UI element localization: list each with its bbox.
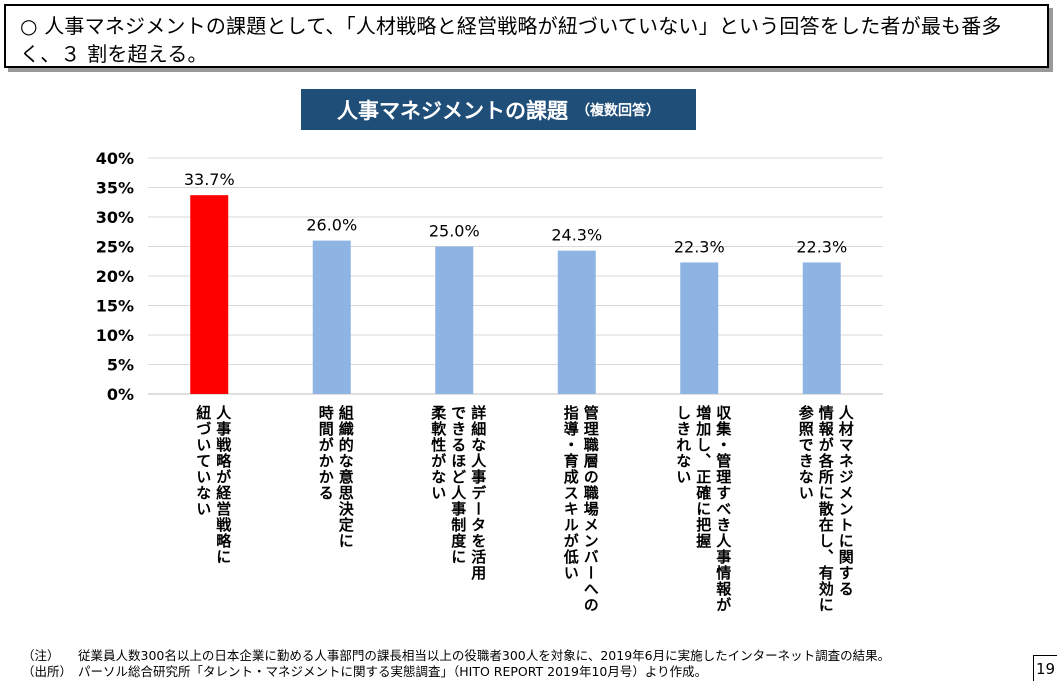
footnotes: （注） 従業員人数300名以上の日本企業に勤める人事部門の課長相当以上の役職者30… <box>22 648 890 680</box>
bar <box>557 250 596 394</box>
value-label: 26.0% <box>306 216 357 235</box>
y-tick-label: 25% <box>96 238 134 257</box>
source-tag: （出所） <box>22 664 73 679</box>
category-label: 詳細な人事データを活用 できるほど人事制度に 柔軟性がない <box>429 405 488 581</box>
category-label: 組織的な意思決定に 時間がかかる <box>316 405 355 549</box>
bar <box>190 195 229 394</box>
headline-bullet: ○ <box>20 14 38 38</box>
y-tick-label: 5% <box>107 356 134 375</box>
value-label: 24.3% <box>551 226 602 245</box>
category-label: 人材マネジメントに関する 情報が各所に散在し、有効に 参照できない <box>796 405 855 613</box>
source-row: （出所） パーソル総合研究所「タレント・マネジメントに関する実態調査」（HITO … <box>22 664 890 680</box>
bar <box>435 246 474 394</box>
footnote-row: （注） 従業員人数300名以上の日本企業に勤める人事部門の課長相当以上の役職者30… <box>22 648 890 664</box>
y-tick-label: 0% <box>107 385 134 404</box>
y-tick-label: 35% <box>96 179 134 198</box>
chart-title: 人事マネジメントの課題 （複数回答） <box>301 89 696 130</box>
category-label: 人事戦略が経営戦略に 紐づいていない <box>194 405 233 565</box>
chart-title-main: 人事マネジメントの課題 <box>337 98 568 123</box>
bar <box>312 240 351 394</box>
category-label: 収集・管理すべき人事情報が 増加し、正確に把握 しきれない <box>674 405 733 613</box>
value-label: 25.0% <box>429 222 480 241</box>
page-number: 19 <box>1033 655 1057 681</box>
y-tick-label: 30% <box>96 208 134 227</box>
value-label: 33.7% <box>184 170 235 189</box>
bar <box>802 262 841 394</box>
chart-title-sub: （複数回答） <box>576 102 660 119</box>
value-label: 22.3% <box>796 237 847 256</box>
headline-text: 人事マネジメントの課題として、「人材戦略と経営戦略が紐づいていない」という回答を… <box>20 14 1002 66</box>
footnote-text: 従業員人数300名以上の日本企業に勤める人事部門の課長相当以上の役職者300人を… <box>78 648 891 663</box>
footnote-tag: （注） <box>22 648 60 663</box>
y-tick-label: 15% <box>96 297 134 316</box>
y-tick-label: 20% <box>96 267 134 286</box>
headline-box: ○ 人事マネジメントの課題として、「人材戦略と経営戦略が紐づいていない」という回… <box>4 4 1049 68</box>
bar <box>680 262 719 394</box>
y-tick-label: 10% <box>96 326 134 345</box>
category-label: 管理職層の職場メンバーへの 指導・育成スキルが低い <box>561 405 600 613</box>
y-tick-label: 40% <box>96 149 134 168</box>
value-label: 22.3% <box>674 237 725 256</box>
source-text: パーソル総合研究所「タレント・マネジメントに関する実態調査」（HITO REPO… <box>78 664 708 679</box>
